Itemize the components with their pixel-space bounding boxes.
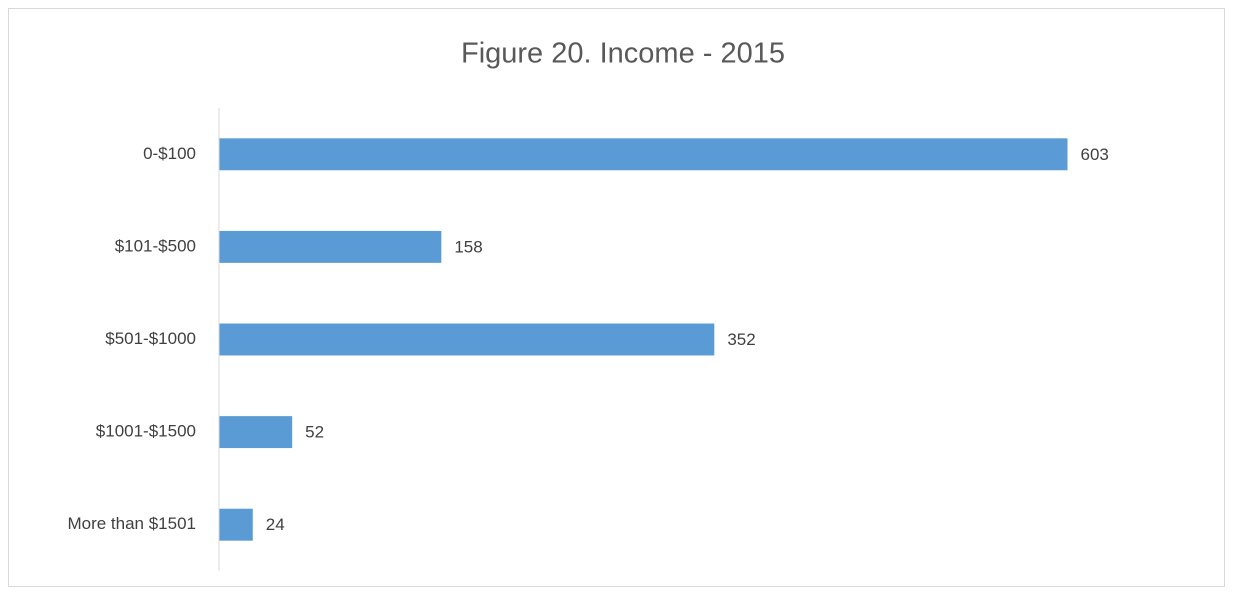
y-tick-label: $101-$500 bbox=[115, 236, 196, 255]
bar bbox=[219, 138, 1068, 171]
data-label: 52 bbox=[305, 423, 324, 442]
data-label: 158 bbox=[454, 237, 482, 256]
data-label: 352 bbox=[727, 330, 755, 349]
chart-title: Figure 20. Income - 2015 bbox=[461, 38, 785, 70]
bar bbox=[219, 416, 293, 449]
bar bbox=[219, 323, 715, 356]
bar bbox=[219, 230, 442, 263]
y-tick-label: $1001-$1500 bbox=[96, 422, 196, 441]
y-tick-label: More than $1501 bbox=[67, 514, 196, 533]
data-label: 603 bbox=[1081, 145, 1109, 164]
data-label: 24 bbox=[266, 515, 285, 534]
y-tick-label: 0-$100 bbox=[143, 144, 196, 163]
y-tick-label: $501-$1000 bbox=[105, 329, 196, 348]
chart-border bbox=[8, 8, 1225, 587]
bar bbox=[219, 508, 253, 541]
